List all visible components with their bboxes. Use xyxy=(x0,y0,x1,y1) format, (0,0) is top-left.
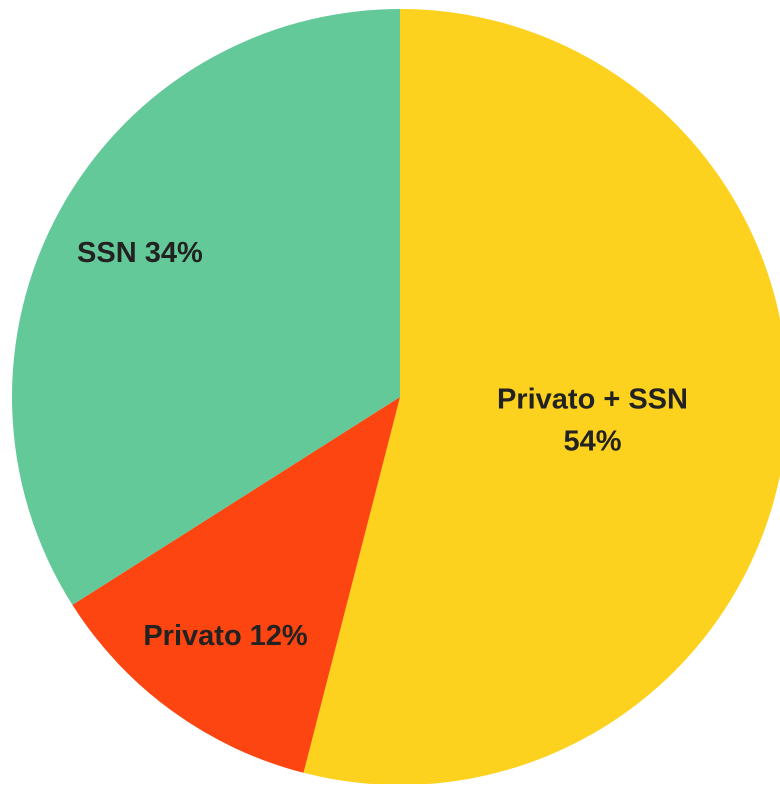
slice-label: SSN 34% xyxy=(77,237,203,269)
slice-label: Privato 12% xyxy=(143,620,308,652)
pie-slice xyxy=(72,397,401,773)
slice-label: Privato + SSN 54% xyxy=(497,383,688,457)
slice-label-value: 12% xyxy=(250,620,308,652)
pie-slice xyxy=(11,9,400,605)
pie-slice xyxy=(303,9,780,785)
slice-label-value: 54% xyxy=(563,425,621,457)
slice-label-name: Privato + SSN xyxy=(497,383,688,415)
slice-label-name: Privato xyxy=(143,620,241,652)
slice-label-name: SSN xyxy=(77,237,137,269)
slice-label-value: 34% xyxy=(145,237,203,269)
